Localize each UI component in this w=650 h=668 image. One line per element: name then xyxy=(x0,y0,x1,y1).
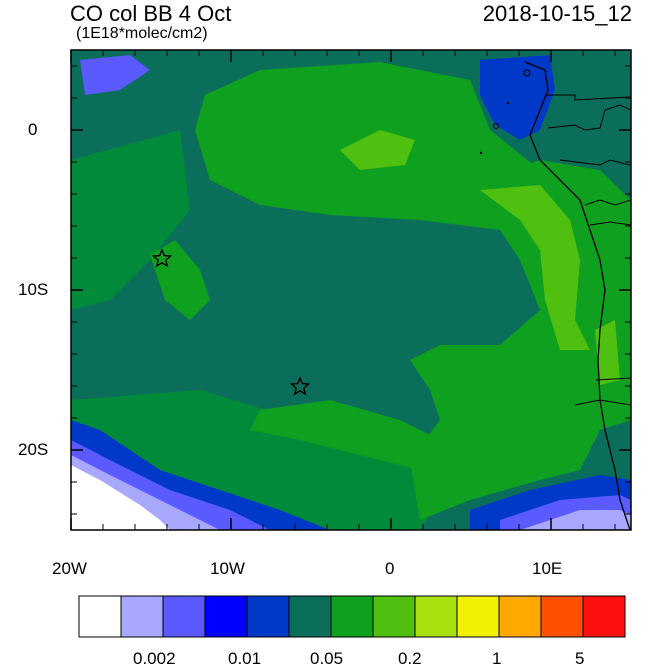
colorbar-swatch xyxy=(456,595,500,638)
colorbar-swatch xyxy=(582,595,626,638)
border-congo xyxy=(559,159,631,166)
lon-minor-ticks xyxy=(102,50,616,530)
lon-label-10e: 10E xyxy=(532,559,563,578)
island-saotome xyxy=(493,123,499,129)
lat-minor-ticks xyxy=(71,65,631,515)
south-band xyxy=(250,400,440,470)
sw-white xyxy=(71,465,170,530)
colorbar-swatch xyxy=(246,595,290,638)
co-field xyxy=(71,50,631,530)
mid-green-region-west xyxy=(71,130,190,310)
colorbar-swatch xyxy=(288,595,332,638)
colorbar-label-02: 0.2 xyxy=(398,649,422,668)
colorbar-swatch xyxy=(162,595,206,638)
star-marker-2 xyxy=(289,376,311,396)
lat-ticks xyxy=(71,129,631,451)
colorbar-label-001: 0.01 xyxy=(228,649,262,668)
border-angola-south xyxy=(595,377,631,381)
coastline xyxy=(524,61,631,530)
date-label: 2018-10-15_12 xyxy=(482,1,632,26)
island-annobon xyxy=(479,151,483,155)
colorbar-swatch xyxy=(78,595,122,638)
colorbar-swatch xyxy=(372,595,416,638)
blue-northwest xyxy=(80,55,150,95)
colorbar-label-0002: 0.002 xyxy=(133,649,176,668)
border-gabon xyxy=(547,104,631,131)
island-principe xyxy=(506,101,510,105)
star-marker-1 xyxy=(151,248,173,268)
lon-label-10w: 10W xyxy=(210,559,245,578)
colorbar-label-005: 0.05 xyxy=(310,649,344,668)
border-namibia xyxy=(574,399,631,406)
north-core xyxy=(340,130,415,170)
island-bioko xyxy=(523,69,531,77)
west-plume xyxy=(150,240,210,320)
lat-label-0: 0 xyxy=(28,120,38,139)
units-label: (1E18*molec/cm2) xyxy=(76,25,208,42)
colorbar-swatch xyxy=(498,595,542,638)
colorbar-swatch xyxy=(540,595,584,638)
lon-label-0: 0 xyxy=(385,559,395,578)
map-title: CO col BB 4 Oct xyxy=(70,1,232,26)
border-angola-north xyxy=(589,221,631,226)
coast-core-south xyxy=(595,320,620,385)
colorbar-label-1: 1 xyxy=(492,649,502,668)
border-cameroon xyxy=(545,94,631,101)
colorbar-swatch xyxy=(120,595,164,638)
se-lightblue xyxy=(520,510,631,530)
colorbar-swatch xyxy=(414,595,458,638)
colorbar-label-5: 5 xyxy=(575,649,585,668)
lon-ticks xyxy=(70,50,552,530)
colorbar-swatch xyxy=(204,595,248,638)
lat-label-10s: 10S xyxy=(18,280,49,299)
lat-label-20s: 20S xyxy=(18,440,49,459)
colorbar xyxy=(78,595,626,638)
colorbar-swatch xyxy=(330,595,374,638)
coastal-core xyxy=(480,185,590,350)
lon-label-20w: 20W xyxy=(52,559,87,578)
border-drc xyxy=(584,199,631,206)
